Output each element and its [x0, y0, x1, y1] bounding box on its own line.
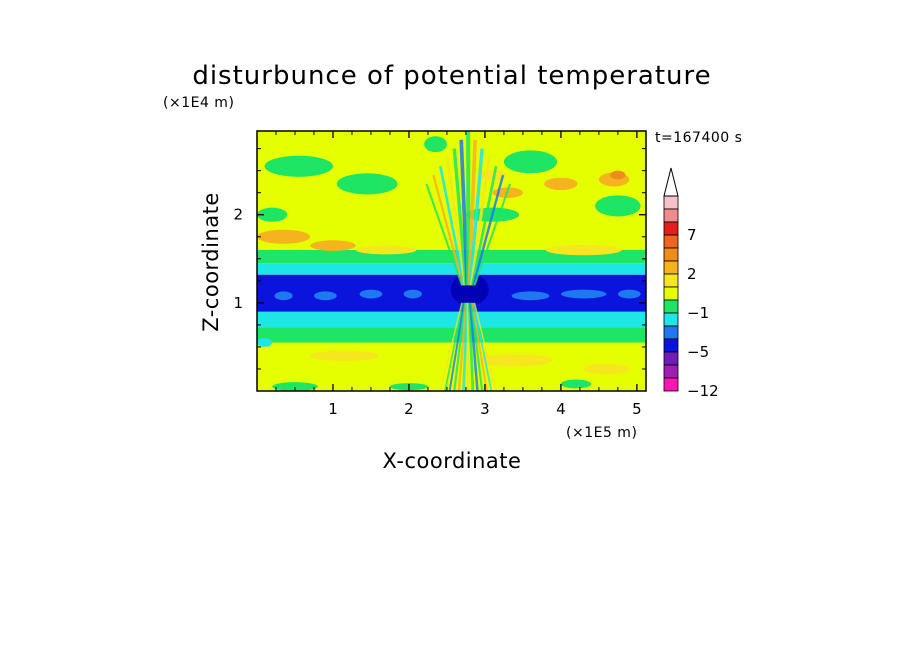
plume-ray-up-9 [469, 157, 491, 286]
field-patch-8 [310, 240, 356, 251]
plume-ray-down-10 [471, 302, 488, 391]
colorbar-cell [663, 195, 679, 210]
colorbar-cell [663, 299, 679, 314]
field-patch-28 [560, 379, 592, 389]
chart-title: disturbunce of potential temperature [192, 61, 711, 91]
y-axis-unit: (×1E4 m) [163, 95, 234, 111]
colorbar-tick-label: −12 [687, 382, 719, 400]
field-patch-2 [503, 150, 558, 174]
field-patch-14 [545, 244, 622, 256]
colorbar-extend-arrow [663, 167, 679, 197]
field-patch-25 [477, 353, 554, 367]
x-tick-label: 5 [632, 400, 642, 418]
contour-field [257, 131, 646, 391]
colorbar-cell [663, 208, 679, 223]
plume-ray-down-5 [462, 302, 469, 391]
x-axis-unit: (×1E5 m) [566, 425, 637, 441]
colorbar-cell [663, 234, 679, 249]
field-band-4 [257, 263, 646, 275]
colorbar-cell [663, 221, 679, 236]
colorbar-cell [663, 338, 679, 353]
plume-ray-up-2 [439, 165, 466, 286]
plume-ray-down-4 [457, 302, 468, 391]
field-patch-21 [560, 289, 607, 299]
field-patch-20 [511, 291, 550, 301]
field-patch-30 [257, 338, 273, 347]
field-patch-27 [272, 382, 318, 391]
field-patch-0 [264, 155, 333, 177]
colorbar-tick-label: 2 [687, 265, 697, 283]
plume-ray-up-11 [472, 174, 505, 286]
y-axis-label: Z-coordinate [199, 192, 223, 332]
x-tick-label: 4 [556, 400, 566, 418]
colorbar-cell [663, 273, 679, 288]
y-tick-label: 2 [233, 206, 243, 224]
field-patch-16 [274, 291, 293, 301]
x-tick-label: 1 [328, 400, 338, 418]
plume-ray-down-2 [448, 302, 466, 391]
plume-ray-down-7 [467, 302, 475, 391]
plume-ray-down-0 [439, 302, 463, 391]
field-patch-1 [336, 173, 398, 195]
field-patch-9 [544, 177, 578, 191]
colorbar-cell [663, 247, 679, 262]
plume-ray-up-4 [452, 148, 468, 286]
colorbar-cell [663, 286, 679, 301]
x-tick-label: 2 [404, 400, 414, 418]
plume-ray-down-8 [469, 302, 479, 391]
plume-ray-up-5 [459, 139, 470, 286]
plume-ray-down-1 [444, 302, 464, 391]
plume-ray-down-9 [470, 302, 484, 391]
colorbar-cell [663, 377, 679, 392]
field-patch-18 [359, 289, 383, 299]
plume-ray-up-8 [468, 148, 484, 286]
field-patch-5 [424, 136, 447, 153]
colorbar-cell [663, 351, 679, 366]
plume-ray-up-3 [445, 157, 467, 286]
field-band-2 [257, 311, 646, 328]
y-tick-label: 1 [233, 294, 243, 312]
colorbar-tick-label: −5 [687, 343, 709, 361]
x-axis-label: X-coordinate [383, 449, 522, 473]
x-tick-label: 3 [480, 400, 490, 418]
colorbar: 7 2 −1 −5 −12 [663, 167, 719, 400]
colorbar-cell [663, 312, 679, 327]
colorbar-tick-label: −1 [687, 304, 709, 322]
field-patch-3 [595, 195, 641, 217]
field-patch-22 [617, 289, 641, 299]
field-patch-15 [355, 245, 417, 255]
plume-ray-down-12 [473, 302, 497, 391]
colorbar-cell [663, 325, 679, 340]
plume-ray-up-1 [432, 174, 465, 286]
plot-frame [256, 130, 647, 392]
field-patch-17 [313, 291, 337, 301]
plume-ray-up-0 [425, 183, 463, 286]
plume-ray-up-7 [467, 139, 478, 286]
axis-ticks: 1 2 3 4 5 1 2 [233, 131, 646, 418]
plume-ray-down-11 [472, 302, 493, 391]
field-patch-7 [257, 229, 311, 244]
plume-ray-down-3 [453, 302, 467, 391]
field-patch-12 [610, 170, 626, 180]
plume-ray-up-10 [471, 165, 498, 286]
colorbar-cell [663, 260, 679, 275]
field-patch-4 [257, 207, 288, 222]
field-patch-19 [403, 289, 422, 299]
field-band-1 [257, 327, 646, 343]
colorbar-tick-label: 7 [687, 226, 697, 244]
field-patch-26 [583, 363, 630, 375]
colorbar-cell [663, 364, 679, 379]
time-label: t=167400 s [655, 130, 742, 146]
field-patch-24 [310, 350, 379, 362]
plume-ray-up-12 [473, 183, 511, 286]
